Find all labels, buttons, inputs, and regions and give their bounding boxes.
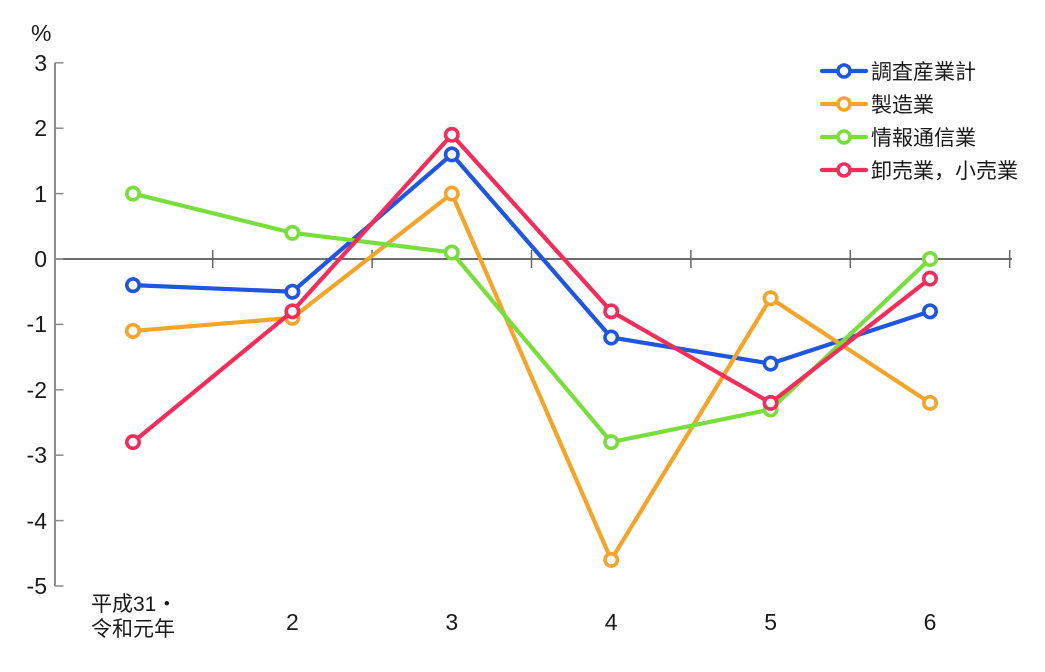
data-point-marker <box>125 434 142 451</box>
data-point-marker <box>762 355 779 372</box>
legend-item-0: 調査産業計 <box>820 60 1018 84</box>
series-line-0 <box>130 152 933 366</box>
data-point-marker <box>921 394 938 411</box>
y-tick-label: -5 <box>26 573 47 599</box>
data-point-marker <box>921 270 938 287</box>
legend-label: 卸売業，小売業 <box>871 160 1018 183</box>
data-point-marker <box>443 244 460 261</box>
legend-marker <box>820 63 868 79</box>
legend-item-2: 情報通信業 <box>820 126 1018 150</box>
data-point-marker <box>284 283 301 300</box>
data-point-marker <box>921 251 938 268</box>
data-point-marker <box>125 322 142 339</box>
x-tick-label: 3 <box>445 609 459 635</box>
data-point-marker <box>603 434 620 451</box>
data-point-marker <box>284 303 301 320</box>
data-point-marker <box>603 303 620 320</box>
legend-item-3: 卸売業，小売業 <box>820 159 1018 183</box>
y-tick-label: 0 <box>34 246 47 272</box>
y-tick-label: 1 <box>34 180 47 207</box>
y-axis-unit-label: % <box>31 20 52 46</box>
x-tick-label: 2 <box>285 609 299 635</box>
y-tick-label: 2 <box>34 115 47 142</box>
data-point-marker <box>762 394 779 411</box>
y-tick-label: -1 <box>26 311 47 338</box>
x-tick-label: 4 <box>604 609 618 635</box>
x-tick-label-era-line: 平成31・ <box>91 593 178 616</box>
data-point-marker <box>443 185 460 202</box>
data-point-marker <box>443 146 460 163</box>
legend-item-1: 製造業 <box>820 93 1018 117</box>
data-point-marker <box>284 224 301 241</box>
series-line-3 <box>130 132 933 445</box>
legend-label: 調査産業計 <box>871 61 976 84</box>
y-tick-label: -3 <box>26 442 47 469</box>
legend: 調査産業計製造業情報通信業卸売業，小売業 <box>820 60 1018 183</box>
x-tick-label: 6 <box>923 609 937 635</box>
legend-marker <box>820 96 868 112</box>
x-tick-label-era-line: 令和元年 <box>91 618 175 641</box>
data-point-marker <box>921 303 938 320</box>
y-tick-label: 3 <box>34 49 47 76</box>
data-point-marker <box>603 329 620 346</box>
y-tick-label: -4 <box>26 507 47 534</box>
data-point-marker <box>125 185 142 202</box>
x-tick-label-first: 平成31・ 令和元年 <box>91 592 177 642</box>
series-line-2 <box>130 191 933 445</box>
legend-label: 情報通信業 <box>871 127 976 150</box>
data-point-marker <box>125 277 142 294</box>
legend-marker <box>820 162 868 178</box>
series-line-1 <box>130 191 933 562</box>
data-point-marker <box>603 551 620 568</box>
data-point-marker <box>762 290 779 307</box>
y-tick-label: -2 <box>26 376 47 403</box>
data-point-marker <box>443 126 460 143</box>
x-tick-label: 5 <box>764 609 777 635</box>
legend-label: 製造業 <box>871 94 934 117</box>
legend-marker <box>820 129 868 145</box>
